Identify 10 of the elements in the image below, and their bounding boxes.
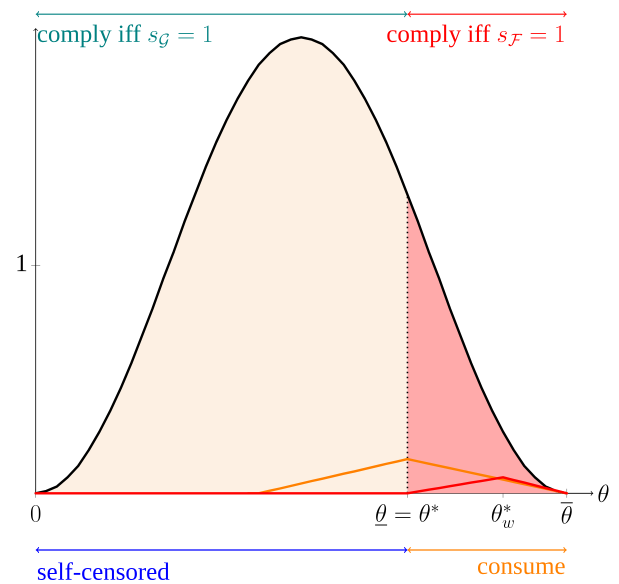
text: $\text{self-censored}$ <box>38 562 170 580</box>
x-tick-label: $\underline{\theta} = \theta^*$ <box>375 504 438 526</box>
y-tick-label: 1 <box>17 254 26 272</box>
x-tick-label: $0$ <box>30 505 40 522</box>
x-axis-title: $\theta$ <box>598 484 608 502</box>
x-tick-label: $\theta^*_w$ <box>492 504 514 528</box>
annotation: $\text{comply iff } s_{\mathcal{G}} = 1$ <box>38 24 212 48</box>
x-tick-label: $\overline{\theta}$ <box>560 502 573 524</box>
annotation: $\text{comply iff } s_{\mathcal{F}} = 1$ <box>387 24 564 48</box>
text: $\text{consume}$ <box>478 562 565 574</box>
